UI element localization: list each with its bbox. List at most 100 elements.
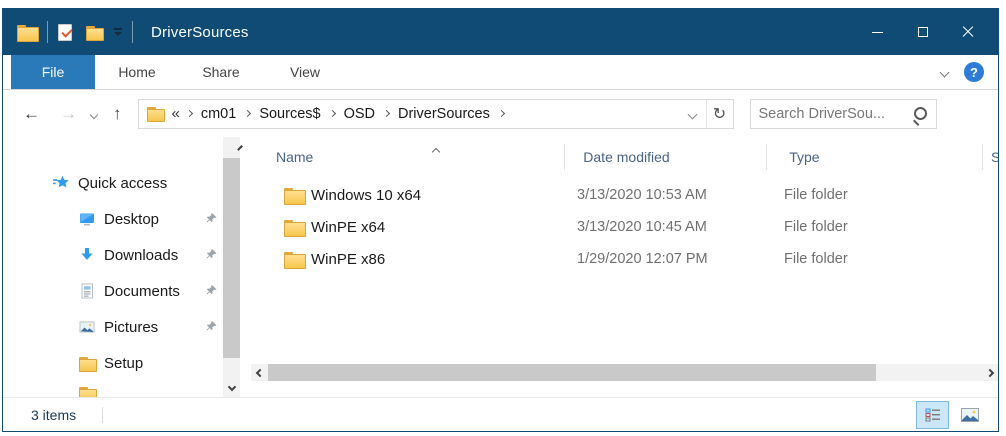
file-row[interactable]: Windows 10 x64 3/13/2020 10:53 AM File f… <box>251 179 998 211</box>
ribbon-tabs: File Home Share View ? <box>3 55 998 90</box>
breadcrumb-chevron-icon[interactable] <box>497 109 505 118</box>
vertical-scroll-thumb[interactable] <box>223 158 240 358</box>
column-header-date-modified[interactable]: Date modified <box>564 144 766 170</box>
documents-icon <box>79 283 95 299</box>
file-type: File folder <box>784 251 848 267</box>
address-bar[interactable]: « cm01 Sources$ OSD DriverSources ↻ <box>137 98 734 129</box>
sidebar-item-label: Documents <box>104 282 180 300</box>
column-header-type[interactable]: Type <box>766 144 982 170</box>
downloads-icon <box>79 247 95 263</box>
maximize-icon <box>917 27 928 37</box>
thumbnail-view-icon <box>960 407 979 422</box>
address-toolbar: ← → ↑ « cm01 Sources$ OSD DriverSources … <box>3 90 998 137</box>
explorer-window: DriverSources File Home Share View ? ← →… <box>2 8 999 432</box>
clipped-folder-icon <box>79 387 97 397</box>
breadcrumb-osd[interactable]: OSD <box>343 105 375 122</box>
details-view-button[interactable] <box>916 400 949 429</box>
maximize-button[interactable] <box>900 9 945 55</box>
sidebar-item-downloads[interactable]: Downloads <box>3 237 223 273</box>
horizontal-scroll-thumb[interactable] <box>268 364 876 381</box>
file-name: WinPE x86 <box>311 250 386 268</box>
pictures-icon <box>79 319 95 335</box>
address-dropdown-chevron-icon[interactable] <box>687 106 697 122</box>
file-row[interactable]: WinPE x64 3/13/2020 10:45 AM File folder <box>251 211 998 243</box>
quick-access-star-icon <box>53 175 69 191</box>
sort-ascending-icon <box>417 142 441 160</box>
file-date-modified: 1/29/2020 12:07 PM <box>577 251 708 267</box>
sidebar-item-label: Downloads <box>104 246 179 264</box>
pin-icon <box>205 284 218 301</box>
customize-qat-dropdown-icon[interactable] <box>114 28 122 36</box>
navigation-pane: Quick access Desktop Downloads <box>3 137 223 397</box>
column-header-name[interactable]: Name <box>276 149 314 165</box>
sidebar-item-label: Quick access <box>78 174 168 192</box>
file-name: WinPE x64 <box>311 218 386 236</box>
tab-view[interactable]: View <box>289 64 321 80</box>
forward-button[interactable]: → <box>60 104 77 123</box>
sidebar-item-documents[interactable]: Documents <box>3 273 223 309</box>
caption-buttons <box>855 9 990 55</box>
file-name: Windows 10 x64 <box>311 186 422 204</box>
minimize-button[interactable] <box>855 9 900 55</box>
new-folder-icon[interactable] <box>86 25 104 41</box>
file-type: File folder <box>784 187 848 203</box>
properties-icon[interactable] <box>58 23 72 41</box>
thumbnail-view-button[interactable] <box>953 401 986 429</box>
titlebar-separator <box>47 21 48 43</box>
back-button[interactable]: ← <box>23 104 40 123</box>
folder-icon <box>284 187 306 205</box>
scroll-left-icon[interactable] <box>251 364 268 381</box>
sidebar-item-quick-access[interactable]: Quick access <box>3 165 223 201</box>
address-divider <box>705 99 707 128</box>
scroll-down-icon[interactable] <box>223 378 240 395</box>
sidebar-item-desktop[interactable]: Desktop <box>3 201 223 237</box>
item-count: 3 items <box>31 406 77 423</box>
tab-file[interactable]: File <box>11 55 95 89</box>
search-box[interactable]: Search DriverSou... <box>749 98 937 129</box>
main-area: Quick access Desktop Downloads <box>3 137 998 397</box>
folder-icon <box>284 251 306 269</box>
status-bar: 3 items <box>3 397 998 431</box>
sidebar-vertical-scrollbar[interactable] <box>223 137 243 397</box>
sidebar-item-label: Desktop <box>104 210 160 228</box>
breadcrumb-driversources[interactable]: DriverSources <box>398 105 490 122</box>
titlebar-separator <box>132 21 133 43</box>
refresh-button[interactable]: ↻ <box>712 105 727 123</box>
breadcrumb-chevron-icon[interactable] <box>382 109 391 118</box>
close-icon <box>961 25 975 39</box>
file-row[interactable]: WinPE x86 1/29/2020 12:07 PM File folder <box>251 243 998 275</box>
column-headers: Name Date modified Type Size <box>251 143 998 171</box>
horizontal-scrollbar[interactable] <box>251 364 998 381</box>
breadcrumb-overflow[interactable]: « <box>171 105 180 122</box>
search-icon[interactable] <box>912 106 928 122</box>
sidebar-item-pictures[interactable]: Pictures <box>3 309 223 345</box>
minimize-icon <box>872 31 883 33</box>
help-icon[interactable]: ? <box>964 62 984 82</box>
address-folder-icon <box>146 107 165 122</box>
breadcrumb-chevron-icon[interactable] <box>244 109 252 118</box>
column-header-size[interactable]: Size <box>982 144 998 170</box>
app-folder-icon <box>17 24 39 42</box>
scroll-right-icon[interactable] <box>981 364 998 381</box>
folder-icon <box>79 355 97 372</box>
scroll-up-icon[interactable] <box>223 139 243 156</box>
file-list: Name Date modified Type Size Windows 10 … <box>251 137 998 397</box>
sidebar-item-label: Pictures <box>104 318 159 336</box>
tab-home[interactable]: Home <box>118 64 156 80</box>
close-button[interactable] <box>945 9 990 55</box>
status-divider <box>102 406 104 423</box>
expand-ribbon-chevron-icon[interactable] <box>939 67 950 77</box>
breadcrumb-chevron-icon[interactable] <box>328 109 336 118</box>
desktop-icon <box>79 211 95 227</box>
details-view-icon <box>925 408 940 421</box>
up-button[interactable]: ↑ <box>113 104 122 123</box>
folder-icon <box>284 219 306 237</box>
recent-locations-chevron-icon[interactable] <box>89 105 99 123</box>
sidebar-item-setup[interactable]: Setup <box>3 345 223 381</box>
breadcrumb-chevron-icon[interactable] <box>185 109 193 118</box>
breadcrumb-cm01[interactable]: cm01 <box>200 105 237 122</box>
pin-icon <box>205 212 218 229</box>
breadcrumb-sources[interactable]: Sources$ <box>259 105 321 122</box>
search-placeholder: Search DriverSou... <box>758 105 886 122</box>
tab-share[interactable]: Share <box>202 64 240 80</box>
